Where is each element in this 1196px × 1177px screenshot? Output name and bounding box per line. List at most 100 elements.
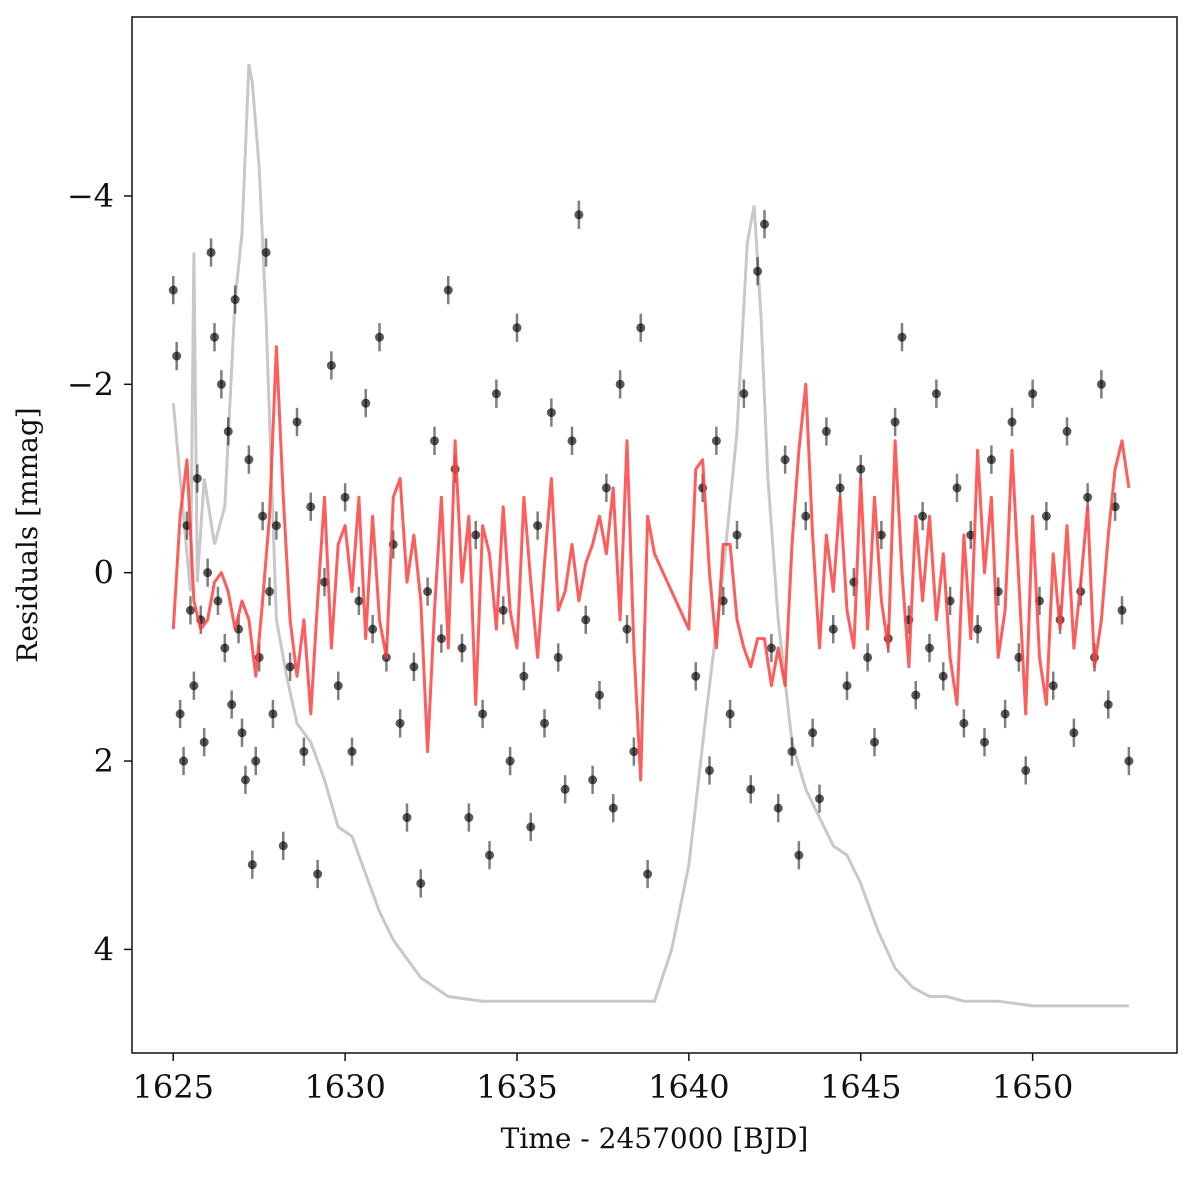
point-marker [629,747,639,757]
data-point [870,728,879,757]
data-point [347,737,357,766]
data-point [897,323,907,352]
data-point [326,351,336,380]
data-point [890,407,900,437]
point-marker [567,436,577,446]
data-point [546,398,556,427]
x-tick-label: 1635 [476,1068,557,1106]
point-marker [172,351,182,361]
data-point [457,633,467,663]
data-point [430,426,439,455]
point-marker [705,765,714,775]
data-point [1000,699,1010,729]
point-marker [1028,389,1038,399]
point-marker [223,426,233,436]
point-marker [780,455,790,465]
data-point [179,746,189,776]
point-marker [326,360,336,370]
point-marker [271,521,281,531]
point-marker [1062,426,1072,436]
data-point [615,370,625,399]
point-marker [320,577,329,587]
point-marker [179,756,189,766]
model-curve [171,345,1131,782]
point-marker [299,747,309,757]
point-marker [595,690,604,700]
data-point [505,746,515,776]
data-point [227,690,237,719]
point-marker [1083,492,1093,502]
data-point [268,699,278,729]
y-tick-label: −4 [67,177,114,215]
x-axis-label: Time - 2457000 [BJD] [501,1122,809,1155]
point-marker [533,521,543,531]
data-point [925,633,934,663]
data-point [787,737,797,766]
data-point [821,417,831,446]
point-marker [581,615,591,625]
point-marker [980,737,989,747]
point-marker [787,747,797,757]
data-point [361,389,371,418]
point-marker [368,624,378,634]
data-point [175,699,185,729]
point-marker [247,860,257,870]
point-marker [863,652,873,662]
data-point [766,633,776,663]
data-point [533,511,543,540]
point-marker [519,671,529,681]
point-marker [553,652,563,662]
point-marker [395,718,405,728]
data-point [595,680,604,710]
data-point [409,652,419,681]
data-point [725,699,735,729]
point-marker [361,398,371,408]
data-point [354,586,364,616]
plot-frame [131,16,1178,1054]
point-marker [931,389,941,399]
y-axis-ticks: −4 −2 0 2 4 [67,177,132,968]
data-point [368,615,378,644]
point-marker [615,379,625,389]
data-point [780,445,790,474]
point-marker [347,747,357,757]
point-marker [244,455,254,465]
point-marker [478,709,488,719]
point-marker [237,728,247,738]
data-point [320,567,329,597]
point-marker [292,417,302,427]
point-marker [416,878,426,888]
data-point [1069,718,1079,747]
point-marker [278,841,288,851]
data-point [567,426,577,455]
point-marker [168,285,178,295]
point-marker [261,247,271,257]
point-marker [251,756,261,766]
point-marker [210,332,219,342]
data-point [540,709,549,738]
data-point [608,794,618,823]
point-marker [870,737,879,747]
data-point [732,520,742,550]
point-marker [230,295,240,305]
data-point [306,492,316,521]
point-marker [560,784,570,794]
data-point [512,313,522,342]
point-marker [835,483,845,493]
point-marker [199,737,209,747]
data-point [1028,379,1038,408]
point-marker [794,850,804,860]
point-marker [258,511,268,521]
data-point [1117,596,1127,625]
point-marker [430,436,439,446]
data-point [588,765,598,794]
point-marker [268,709,278,719]
x-tick-label: 1625 [133,1068,214,1106]
data-point [691,662,701,691]
x-tick-label: 1650 [992,1068,1073,1106]
data-point [1124,746,1134,776]
data-point [636,313,646,342]
point-marker [546,408,556,418]
data-point [402,803,412,832]
